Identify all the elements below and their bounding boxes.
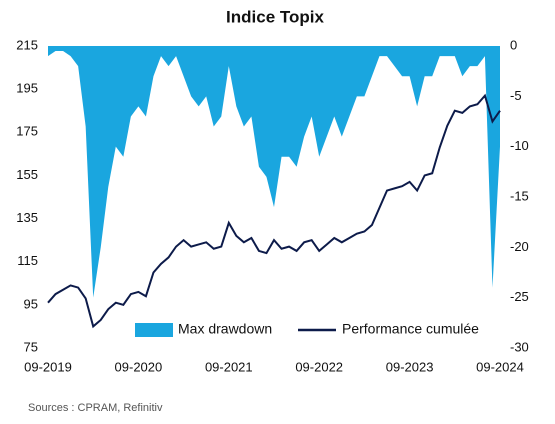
y2-tick-label: 0 — [510, 37, 517, 52]
x-tick-label: 09-2021 — [205, 359, 253, 374]
y2-tick-label: -5 — [510, 88, 522, 103]
legend-label: Performance cumulée — [342, 321, 479, 337]
y-tick-label: 115 — [17, 253, 38, 268]
y-tick-label: 215 — [16, 37, 38, 52]
y2-tick-label: -25 — [510, 289, 529, 304]
y-tick-label: 155 — [16, 167, 38, 182]
chart-title: Indice Topix — [226, 7, 324, 26]
y-tick-label: 195 — [16, 81, 38, 96]
performance-line — [47, 93, 501, 329]
y-tick-label: 95 — [24, 296, 38, 311]
y2-tick-label: -10 — [510, 138, 529, 153]
source: Sources : CPRAM, Refinitiv — [28, 402, 163, 414]
drawdown-area — [48, 46, 500, 298]
x-tick-label: 09-2023 — [386, 359, 434, 374]
y-tick-label: 175 — [16, 124, 38, 139]
y2-tick-label: -30 — [510, 339, 529, 354]
legend-swatch — [135, 323, 173, 337]
x-tick-label: 09-2019 — [24, 359, 72, 374]
x-tick-label: 09-2022 — [295, 359, 343, 374]
y2-tick-label: -20 — [510, 239, 529, 254]
y-tick-label: 135 — [16, 210, 38, 225]
x-tick-label: 09-2024 — [476, 359, 524, 374]
y-tick-label: 75 — [24, 339, 38, 354]
y2-tick-label: -15 — [510, 188, 529, 203]
legend-label: Max drawdown — [178, 321, 272, 337]
x-tick-label: 09-2020 — [115, 359, 163, 374]
